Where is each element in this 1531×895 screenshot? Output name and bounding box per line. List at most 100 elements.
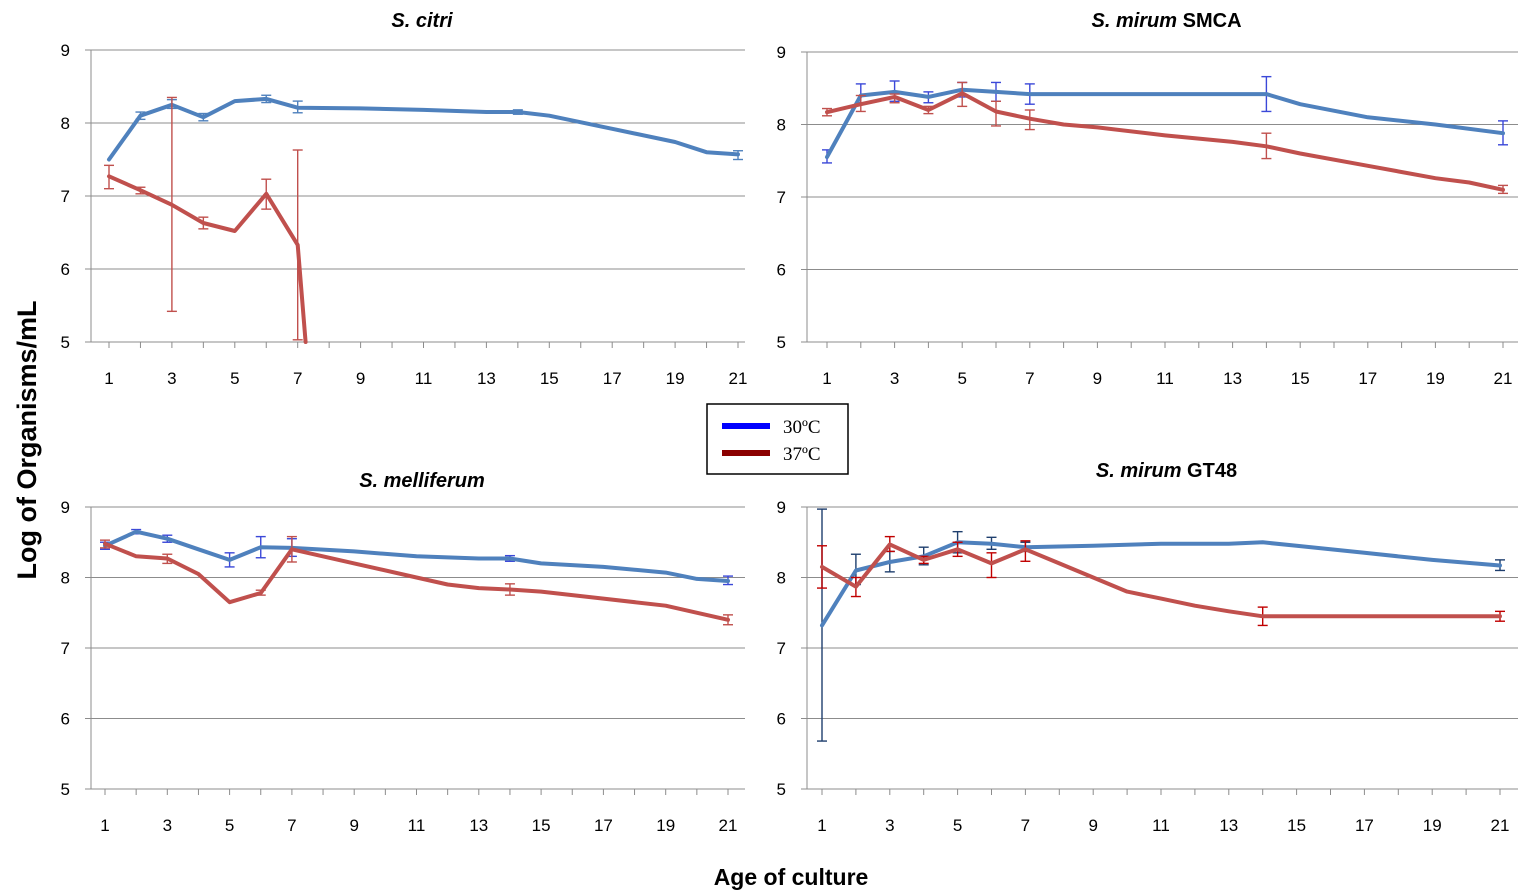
data-point <box>726 618 730 622</box>
data-point <box>926 95 930 99</box>
data-point <box>165 556 169 560</box>
data-point <box>922 558 926 562</box>
data-point <box>1159 542 1163 546</box>
data-point <box>888 542 892 546</box>
data-point <box>415 576 419 580</box>
data-point <box>994 109 998 113</box>
x-tick-label: 19 <box>656 816 675 835</box>
y-tick-label: 7 <box>777 639 786 658</box>
x-tick-label: 13 <box>477 369 496 388</box>
data-point <box>960 91 964 95</box>
data-point <box>1028 92 1032 96</box>
data-point <box>1095 92 1099 96</box>
data-point <box>1227 609 1231 613</box>
series-30c <box>100 528 733 586</box>
data-point <box>1159 597 1163 601</box>
series-37c <box>822 81 1508 195</box>
x-tick-label: 5 <box>225 816 234 835</box>
x-tick-label: 21 <box>729 369 748 388</box>
y-tick-label: 6 <box>777 261 786 280</box>
chart-title-part: GT48 <box>1182 460 1238 482</box>
x-tick-label: 5 <box>953 816 962 835</box>
data-point <box>1163 133 1167 137</box>
x-tick-label: 3 <box>890 369 899 388</box>
data-point <box>820 623 824 627</box>
x-tick-label: 9 <box>356 369 365 388</box>
series-37c <box>104 96 308 344</box>
y-tick-label: 8 <box>61 114 70 133</box>
data-point <box>547 114 551 118</box>
data-point <box>673 140 677 144</box>
data-point <box>1163 92 1167 96</box>
x-tick-label: 9 <box>1088 816 1097 835</box>
data-point <box>1264 92 1268 96</box>
data-point <box>825 110 829 114</box>
data-point <box>1091 544 1095 548</box>
y-tick-label: 8 <box>61 569 70 588</box>
data-point <box>259 591 263 595</box>
data-point <box>1028 117 1032 121</box>
y-axis-label: Log of Organisms/mL <box>12 300 42 579</box>
data-point <box>170 203 174 207</box>
data-point <box>138 114 142 118</box>
data-point <box>264 192 268 196</box>
x-tick-label: 11 <box>415 369 433 388</box>
error-bar <box>991 100 1001 127</box>
data-point <box>1264 144 1268 148</box>
x-tick-label: 17 <box>594 816 613 835</box>
data-point <box>1095 125 1099 129</box>
series-line <box>820 542 1502 619</box>
data-point <box>888 560 892 564</box>
y-tick-label: 6 <box>61 260 70 279</box>
data-point <box>1261 540 1265 544</box>
data-point <box>664 571 668 575</box>
data-point <box>201 221 205 225</box>
series-line <box>103 529 730 583</box>
x-tick-label: 17 <box>1355 816 1374 835</box>
data-point <box>1430 614 1434 618</box>
data-point <box>508 556 512 560</box>
data-point <box>994 90 998 94</box>
x-tick-label: 13 <box>1223 369 1242 388</box>
legend-box <box>706 403 849 475</box>
data-point <box>1298 102 1302 106</box>
data-point <box>359 106 363 110</box>
data-point <box>1231 92 1235 96</box>
chart-title: S. mirum GT48 <box>1096 460 1237 482</box>
data-point <box>859 102 863 106</box>
data-point <box>233 99 237 103</box>
data-point <box>134 554 138 558</box>
series-line <box>107 96 740 162</box>
x-tick-label: 7 <box>287 816 296 835</box>
data-point <box>138 188 142 192</box>
x-tick-label: 1 <box>104 369 113 388</box>
x-tick-label: 11 <box>1152 816 1170 835</box>
x-tick-label: 13 <box>469 816 488 835</box>
x-tick-label: 7 <box>1021 816 1030 835</box>
data-point <box>820 565 824 569</box>
series-30c <box>107 94 743 162</box>
data-point <box>695 577 699 581</box>
data-point <box>296 106 300 110</box>
chart-title-part: S. melliferum <box>359 470 485 492</box>
x-tick-label: 19 <box>1426 369 1445 388</box>
data-point <box>825 155 829 159</box>
x-tick-label: 5 <box>957 369 966 388</box>
y-tick-label: 9 <box>777 498 786 517</box>
data-point <box>926 108 930 112</box>
x-tick-label: 15 <box>540 369 559 388</box>
data-point <box>1057 561 1061 565</box>
data-point <box>1366 115 1370 119</box>
x-tick-label: 1 <box>817 816 826 835</box>
data-point <box>352 549 356 553</box>
data-point <box>1193 604 1197 608</box>
series-37c <box>100 535 733 626</box>
chart-title-part: SMCA <box>1177 10 1241 32</box>
y-tick-label: 5 <box>777 780 786 799</box>
data-point <box>1467 181 1471 185</box>
y-tick-label: 6 <box>777 710 786 729</box>
data-point <box>1501 131 1505 135</box>
data-point <box>107 174 111 178</box>
data-point <box>893 95 897 99</box>
